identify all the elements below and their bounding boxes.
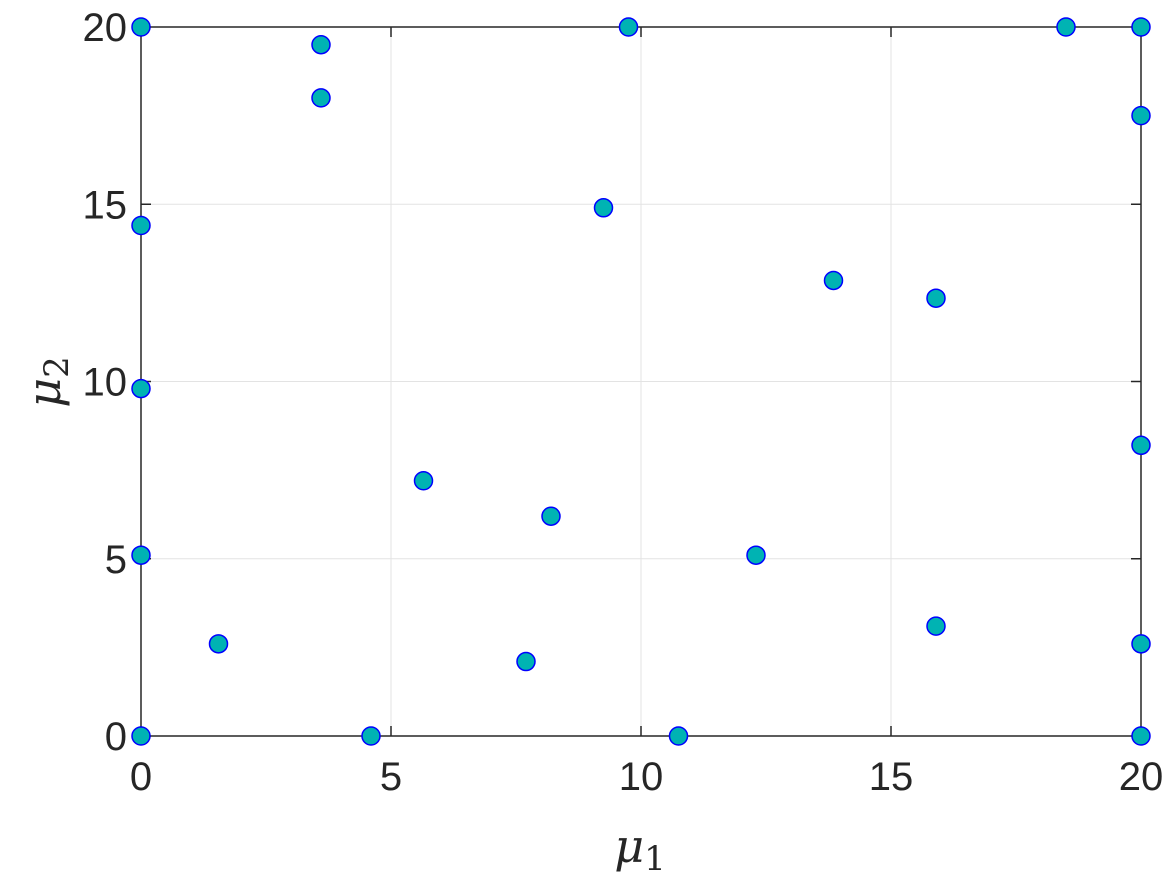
data-point <box>311 88 331 108</box>
data-point <box>131 726 151 746</box>
axis-ticks: 0 5 10 15 20 0 5 10 15 20 <box>83 6 1164 799</box>
data-point <box>618 17 639 37</box>
y-tick-label: 0 <box>105 715 127 759</box>
y-tick-label: 10 <box>83 361 128 405</box>
data-point <box>131 378 151 399</box>
y-tick-label: 5 <box>105 538 127 582</box>
data-point <box>1131 435 1151 456</box>
x-tick-label: 20 <box>1119 755 1164 799</box>
x-tick-label: 0 <box>130 755 152 799</box>
data-point <box>311 34 331 55</box>
data-point <box>208 634 229 654</box>
data-points <box>131 17 1151 746</box>
x-tick-label: 15 <box>869 755 914 799</box>
data-point <box>131 17 151 37</box>
data-point <box>1131 17 1151 37</box>
data-point <box>668 726 689 746</box>
data-point <box>516 651 536 672</box>
x-tick-label: 5 <box>380 755 402 799</box>
y-axis-label: μ2 <box>17 356 77 408</box>
x-tick-label: 10 <box>619 755 664 799</box>
data-point <box>131 545 151 565</box>
data-point <box>823 270 844 291</box>
grid-lines <box>140 26 1142 737</box>
data-point <box>926 616 946 636</box>
data-point <box>1131 634 1151 654</box>
data-point <box>541 506 561 526</box>
data-point <box>1056 17 1076 37</box>
data-point <box>361 726 381 746</box>
data-point <box>1131 726 1151 746</box>
data-point <box>131 215 151 236</box>
data-point <box>413 471 434 491</box>
data-point <box>926 288 946 308</box>
data-point <box>746 545 766 565</box>
data-point <box>1131 105 1151 126</box>
y-tick-label: 15 <box>83 183 128 227</box>
data-point <box>593 198 614 218</box>
y-tick-label: 20 <box>83 6 128 50</box>
x-axis-label: μ1 <box>614 819 666 875</box>
